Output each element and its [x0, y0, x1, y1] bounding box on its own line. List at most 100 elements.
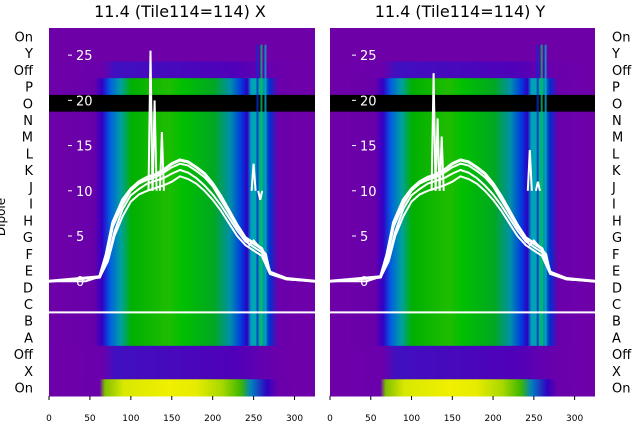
heatmap-row: [330, 94, 595, 113]
overlay-spike: [158, 131, 165, 191]
heatmap-row: [330, 312, 595, 330]
heatmap-row: [49, 195, 315, 213]
chart-title-x: 11.4 (Tile114=114) X: [94, 2, 266, 21]
overlay-tick-label: 25: [360, 49, 377, 64]
row-label: F: [26, 248, 33, 263]
heatmap-row: [330, 362, 595, 380]
row-label: I: [612, 198, 616, 213]
heatmap-row: [330, 195, 595, 213]
heatmap-row: [49, 111, 315, 129]
heatmap-row: [49, 278, 315, 297]
row-label: C: [24, 298, 33, 313]
row-label: Off: [14, 64, 34, 79]
row-label: M: [612, 131, 623, 146]
heatmap-row: [49, 145, 315, 163]
heatmap-row: [330, 228, 595, 246]
row-label: X: [24, 365, 33, 380]
row-label: H: [23, 214, 33, 229]
overlay-spike: [526, 150, 533, 191]
heatmap-row: [330, 61, 595, 79]
x-tick-label: 250: [525, 414, 542, 424]
x-tick-label: 250: [245, 414, 262, 424]
x-tick-label: 300: [286, 414, 303, 424]
heatmap-column-accent: [540, 44, 543, 346]
row-label: N: [23, 114, 33, 129]
x-tick-label: 200: [204, 414, 221, 424]
heatmap-row: [330, 128, 595, 146]
row-label: Off: [612, 64, 632, 79]
row-label: E: [25, 265, 33, 280]
heatmap-column-accent: [544, 44, 547, 346]
overlay-line: [48, 168, 316, 283]
overlay-tick-label: 0: [76, 275, 84, 290]
heatmap-column-accent: [256, 44, 259, 346]
heatmap-row: [330, 278, 595, 297]
x-tick-label: 150: [163, 414, 180, 424]
row-label: Y: [24, 47, 33, 62]
overlay-tick-label: 15: [360, 140, 377, 155]
x-tick-label: 100: [403, 414, 420, 424]
overlay-spike: [147, 50, 154, 191]
overlay-spike: [151, 100, 158, 191]
row-label: L: [26, 147, 34, 162]
row-label: J: [28, 181, 33, 196]
overlay-tick-label: 10: [76, 185, 93, 200]
row-label: N: [612, 114, 622, 129]
x-tick-label: 300: [566, 414, 583, 424]
overlay-tick-label: 5: [360, 230, 368, 245]
heatmap-row: [330, 111, 595, 129]
row-label: A: [612, 331, 621, 346]
heatmap-row: [49, 312, 315, 330]
row-label: P: [25, 81, 33, 96]
overlay-tick-label: 20: [76, 94, 93, 109]
row-label: D: [23, 281, 33, 296]
heatmap-row: [49, 295, 315, 313]
row-label: Off: [612, 348, 632, 363]
heatmap-row: [49, 61, 315, 79]
row-label: C: [612, 298, 621, 313]
row-label: K: [612, 164, 621, 179]
row-label: B: [612, 315, 621, 330]
overlay-tick-label: 5: [76, 230, 84, 245]
chart-title-y: 11.4 (Tile114=114) Y: [375, 2, 546, 21]
overlay-line: [329, 158, 596, 283]
row-label: A: [24, 331, 33, 346]
overlay-spike: [257, 190, 264, 201]
x-tick-label: 200: [484, 414, 501, 424]
heatmap-row: [49, 212, 315, 230]
heatmap-row: [330, 329, 595, 347]
overlay-line: [48, 175, 316, 283]
overlay-line: [329, 168, 596, 283]
heatmap-row: [49, 262, 315, 280]
overlay-tick-label: 20: [360, 94, 377, 109]
x-ticks-left: 0 50 100 150 200 250 300: [46, 396, 303, 424]
overlay-tick-label: 0: [360, 275, 368, 290]
row-label: O: [23, 97, 33, 112]
heatmap-panel-x: 25 20 15 10 5 0: [48, 28, 316, 397]
heatmap-row: [49, 245, 315, 263]
heatmap-row: [49, 228, 315, 246]
row-label: B: [24, 315, 33, 330]
x-tick-label: 50: [84, 414, 96, 424]
row-label: O: [612, 97, 622, 112]
heatmap-row: [330, 28, 595, 46]
x-tick-label: 100: [122, 414, 139, 424]
row-label: J: [611, 181, 616, 196]
row-label: Off: [14, 348, 34, 363]
x-tick-label: 0: [46, 414, 52, 424]
row-label: D: [612, 281, 622, 296]
x-tick-label: 0: [327, 414, 333, 424]
row-label: L: [612, 147, 620, 162]
row-label: X: [612, 365, 621, 380]
heatmap-row: [49, 128, 315, 146]
heatmap-row: [330, 212, 595, 230]
row-label: E: [612, 265, 620, 280]
overlay-tick-label: 15: [76, 140, 93, 155]
overlay-spike: [438, 136, 445, 191]
heatmap-row: [49, 44, 315, 62]
row-label: G: [612, 231, 622, 246]
row-label: On: [15, 30, 33, 45]
heatmap-row: [330, 295, 595, 313]
